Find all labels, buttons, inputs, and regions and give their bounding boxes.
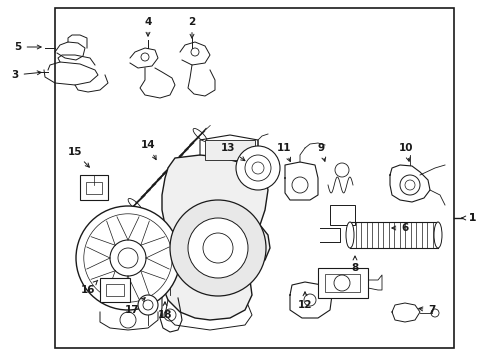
Text: 16: 16 [81, 280, 98, 295]
Circle shape [110, 240, 146, 276]
Bar [55, 8, 453, 348]
Ellipse shape [346, 222, 353, 248]
Text: 3: 3 [11, 70, 41, 80]
Text: 17: 17 [124, 298, 145, 315]
Circle shape [236, 146, 280, 190]
Circle shape [170, 200, 265, 296]
Bar [80, 175, 108, 200]
Text: 5: 5 [14, 42, 41, 52]
Text: 11: 11 [276, 143, 291, 162]
Text: 4: 4 [144, 17, 151, 36]
Text: 10: 10 [398, 143, 412, 161]
Text: 6: 6 [391, 223, 408, 233]
Bar [204, 140, 254, 160]
Text: 7: 7 [418, 305, 435, 315]
Circle shape [138, 295, 158, 315]
Text: 1: 1 [468, 213, 475, 223]
Polygon shape [158, 155, 269, 320]
Text: 8: 8 [351, 256, 358, 273]
Text: 15: 15 [68, 147, 89, 167]
Text: 9: 9 [317, 143, 325, 161]
Text: 2: 2 [188, 17, 195, 38]
Text: 12: 12 [297, 292, 312, 310]
Text: 18: 18 [158, 302, 172, 320]
Bar [86, 182, 102, 194]
Text: 1: 1 [461, 213, 475, 223]
Circle shape [187, 218, 247, 278]
Bar [317, 268, 367, 298]
Bar [325, 274, 359, 292]
Bar [106, 284, 124, 296]
Bar [100, 278, 130, 302]
Circle shape [76, 206, 180, 310]
Ellipse shape [433, 222, 441, 248]
Text: 13: 13 [220, 143, 244, 161]
Bar [329, 205, 354, 225]
Text: 14: 14 [141, 140, 156, 159]
